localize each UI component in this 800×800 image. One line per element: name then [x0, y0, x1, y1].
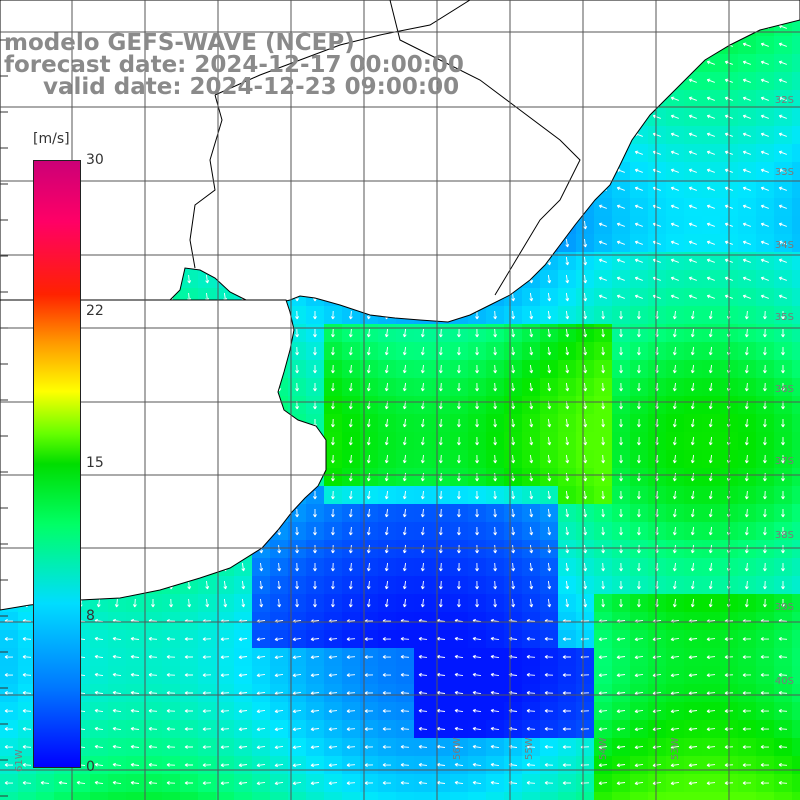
colorbar-tick: 30 [86, 152, 104, 168]
valid-date: valid date: 2024-12-23 09:00:00 [43, 74, 460, 100]
lon-label: 53W [670, 737, 681, 760]
lon-label: 61W [14, 749, 25, 772]
forecast-date: forecast date: 2024-12-17 00:00:00 [4, 52, 464, 78]
lat-label: 40S [774, 676, 794, 687]
model-title: modelo GEFS-WAVE (NCEP) [4, 30, 355, 56]
lat-label: 33S [774, 167, 794, 178]
colorbar-tick: 22 [86, 303, 104, 319]
lat-label: 34S [774, 240, 794, 251]
lon-label: 55W [524, 737, 535, 760]
lat-label: 38S [774, 530, 794, 541]
colorbar [33, 160, 81, 768]
lat-label: 32S [774, 95, 794, 106]
lat-label: 39S [774, 602, 794, 613]
colorbar-unit: [m/s] [33, 131, 70, 147]
lat-label: 37S [774, 456, 794, 467]
border-lines [189, 0, 581, 296]
lat-label: 36S [774, 384, 794, 395]
colorbar-tick: 8 [86, 608, 95, 624]
colorbar-tick: 15 [86, 455, 104, 471]
lon-label: 56W [452, 737, 463, 760]
land-north [0, 0, 800, 323]
colorbar-tick: 0 [86, 759, 95, 775]
lon-label: 54W [598, 737, 609, 760]
lat-label: 35S [774, 312, 794, 323]
edge-ticks [0, 39, 8, 797]
